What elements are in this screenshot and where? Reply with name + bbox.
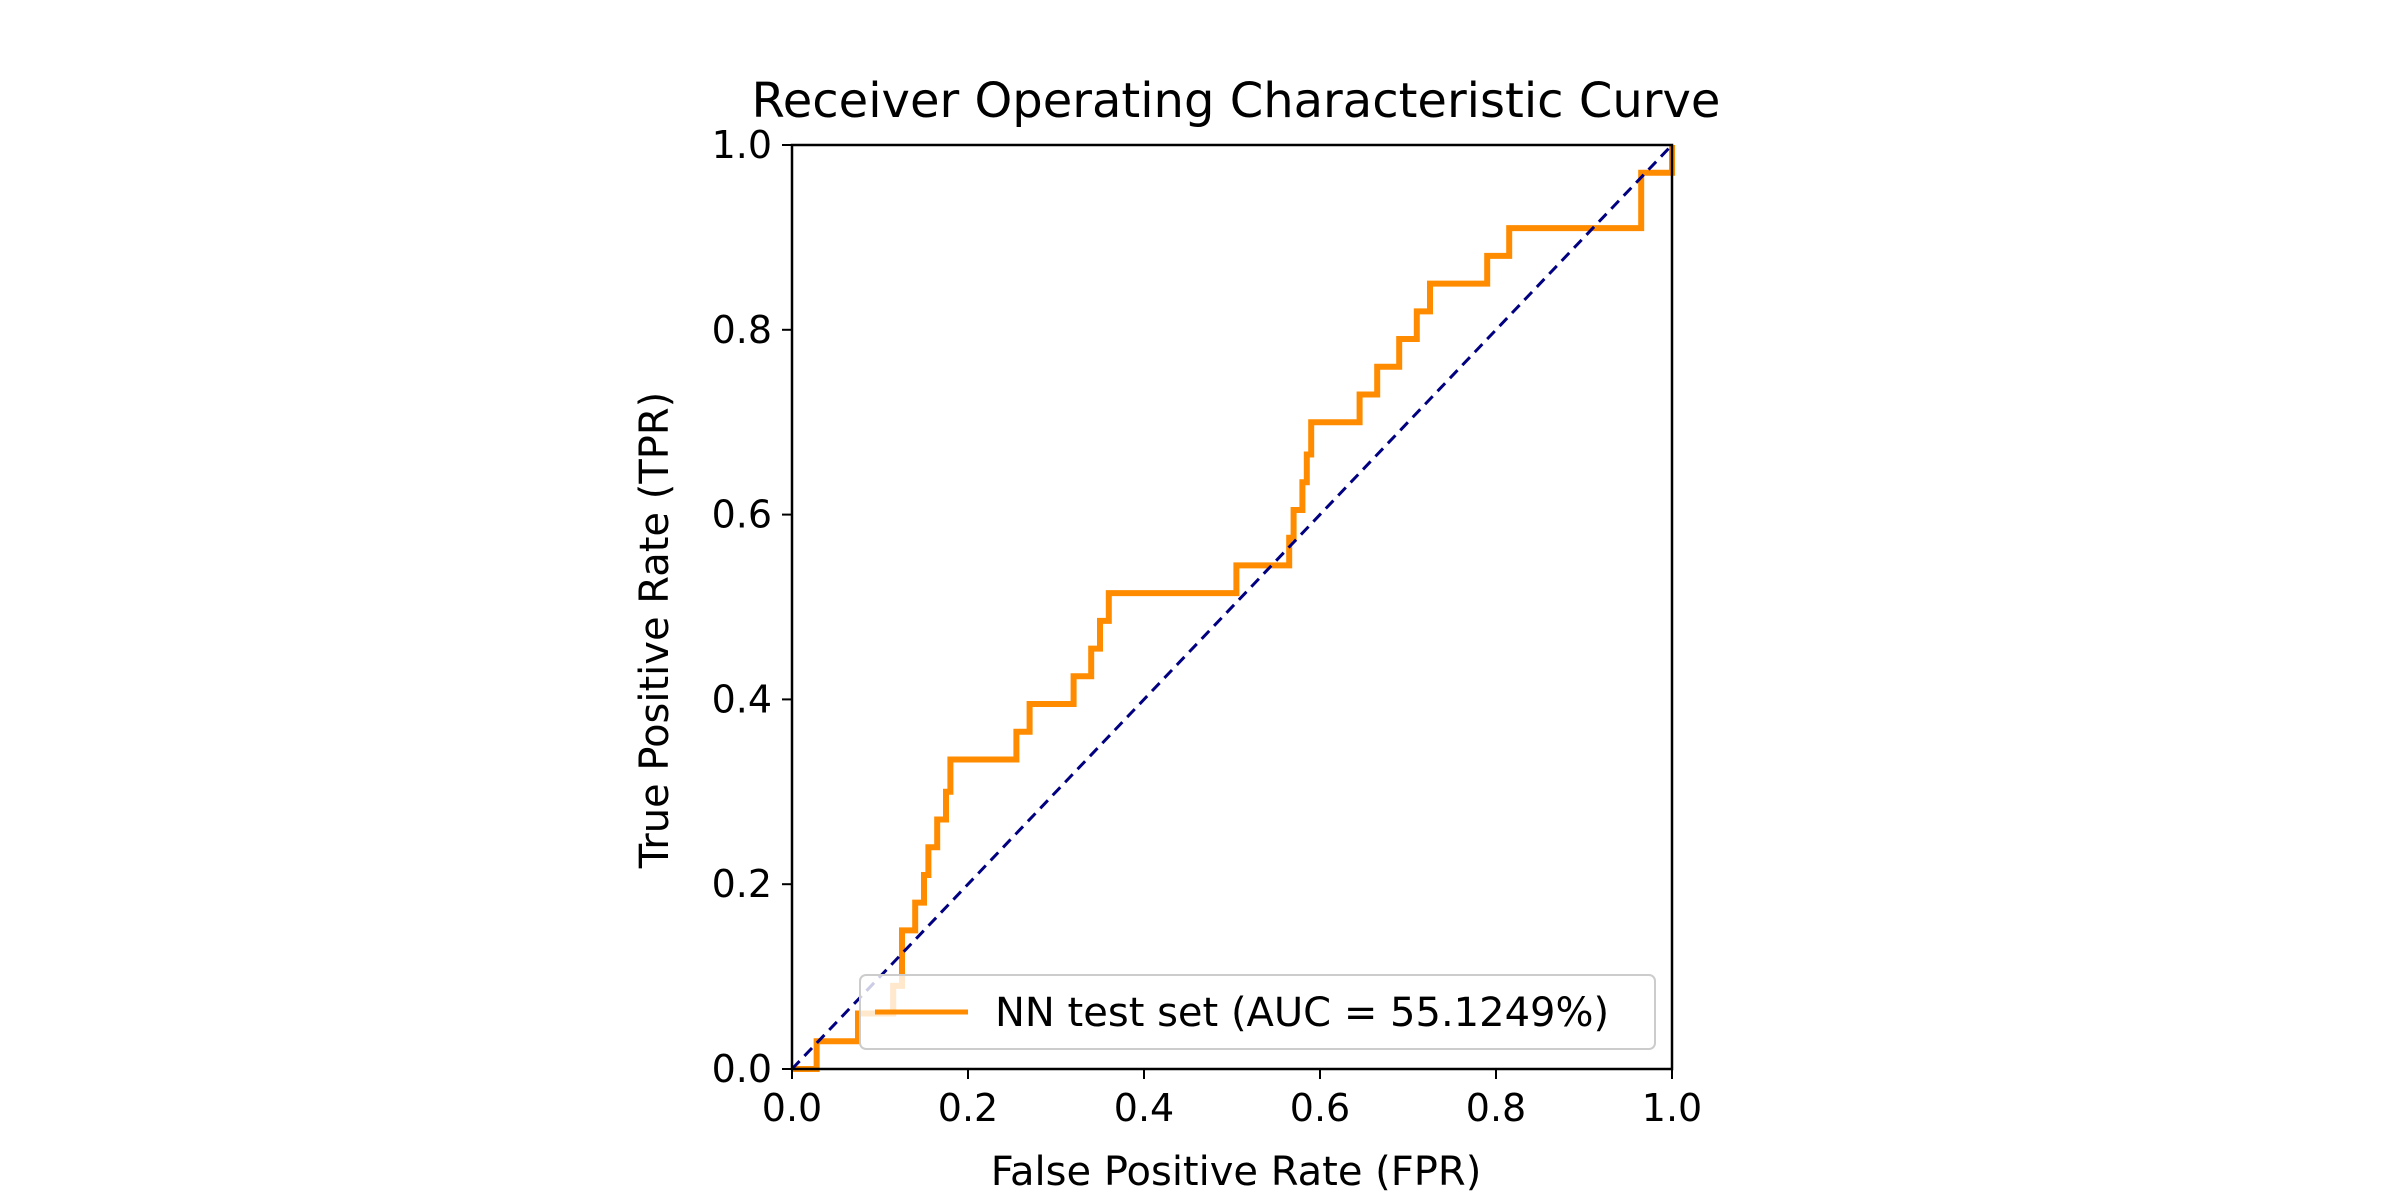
roc-curve-series-0: [792, 145, 1675, 1072]
plot-frame: [790, 143, 1674, 1071]
x-tick-label: 0.6: [1290, 1086, 1350, 1130]
chart-title: Receiver Operating Characteristic Curve: [752, 73, 1721, 129]
x-tick-label: 1.0: [1642, 1086, 1702, 1130]
x-tick-label: 0.8: [1466, 1086, 1526, 1130]
legend-label: NN test set (AUC = 55.1249%): [995, 990, 1609, 1036]
plot-area: [790, 143, 1675, 1072]
y-tick-label: 0.8: [712, 308, 772, 352]
y-tick-label: 1.0: [712, 123, 772, 167]
legend-box: [859, 974, 1656, 1050]
x-tick-label: 0.2: [938, 1086, 998, 1130]
legend: NN test set (AUC = 55.1249%): [859, 974, 1656, 1050]
reference-diagonal-line: [790, 143, 1674, 1071]
x-axis-label: False Positive Rate (FPR): [991, 1149, 1482, 1195]
x-tick-label: 0.0: [762, 1086, 822, 1130]
y-tick-label: 0.6: [712, 493, 772, 537]
y-tick-label: 0.2: [712, 862, 772, 906]
x-tick-label: 0.4: [1114, 1086, 1174, 1130]
y-tick-label: 0.4: [712, 677, 772, 721]
y-axis: 0.0 0.2 0.4 0.6 0.8 1.0: [712, 123, 792, 1091]
x-axis: 0.0 0.2 0.4 0.6 0.8 1.0: [762, 1069, 1702, 1130]
y-axis-label: True Positive Rate (TPR): [632, 392, 678, 870]
y-tick-label: 0.0: [712, 1047, 772, 1091]
